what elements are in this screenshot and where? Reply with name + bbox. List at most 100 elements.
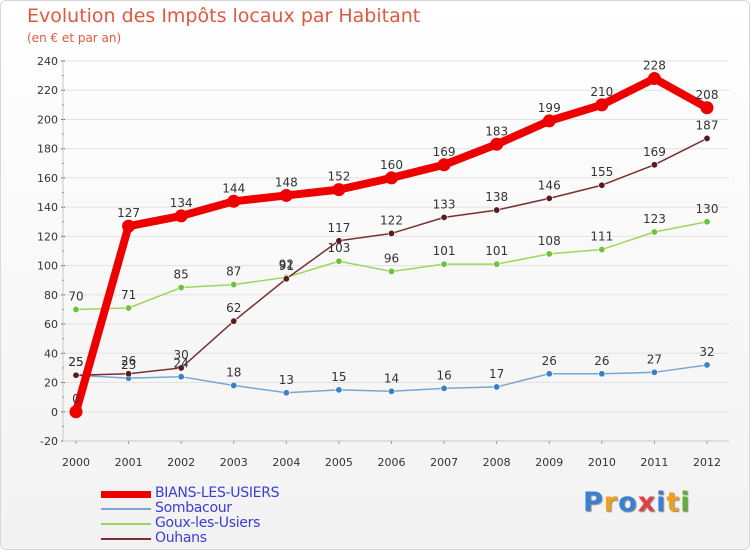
data-point	[440, 384, 448, 392]
data-label: 155	[590, 165, 613, 179]
data-label: 146	[538, 178, 561, 192]
legend-swatch	[101, 508, 151, 510]
data-label: 92	[279, 257, 294, 271]
data-label: 14	[384, 371, 399, 385]
data-point	[545, 370, 553, 378]
data-label: 108	[538, 234, 561, 248]
x-tick-label: 2000	[62, 456, 90, 469]
data-label: 152	[327, 170, 350, 184]
series-bians-les-usiers	[69, 72, 714, 419]
data-label: 13	[279, 373, 294, 387]
data-label: 16	[436, 368, 451, 382]
data-label: 169	[643, 145, 666, 159]
y-tick-label: 20	[44, 377, 58, 390]
y-tick-label: 80	[44, 289, 58, 302]
data-point	[493, 260, 501, 268]
data-label: 25	[68, 355, 83, 369]
y-tick-label: 160	[37, 172, 58, 185]
data-point	[598, 246, 606, 254]
data-point	[177, 364, 185, 372]
legend-swatch	[101, 491, 151, 498]
data-point	[542, 114, 556, 128]
x-tick-label: 2011	[640, 456, 668, 469]
data-point	[69, 405, 83, 419]
data-point	[282, 275, 290, 283]
series-sombacour	[72, 361, 711, 397]
x-tick-label: 2009	[535, 456, 563, 469]
data-label: 199	[538, 101, 561, 115]
data-point	[282, 389, 290, 397]
data-point	[335, 257, 343, 265]
y-tick-label: 200	[37, 113, 58, 126]
data-point	[700, 101, 714, 115]
x-tick-label: 2001	[115, 456, 143, 469]
legend-label: Ouhans	[155, 530, 207, 546]
data-point	[177, 284, 185, 292]
data-label: 138	[485, 190, 508, 204]
data-label: 208	[696, 88, 719, 102]
data-point	[125, 304, 133, 312]
legend-swatch	[101, 538, 151, 540]
data-label: 127	[117, 206, 140, 220]
y-tick-label: 120	[37, 230, 58, 243]
data-point	[387, 267, 395, 275]
data-point	[598, 181, 606, 189]
data-label: 26	[542, 354, 557, 368]
data-label: 210	[590, 85, 613, 99]
data-label: 169	[433, 145, 456, 159]
data-point	[387, 387, 395, 395]
data-point	[230, 281, 238, 289]
data-label: 62	[226, 301, 241, 315]
data-label: 70	[68, 289, 83, 303]
x-tick-label: 2012	[693, 456, 721, 469]
series-ouhans	[72, 134, 711, 379]
series-lines	[69, 72, 714, 419]
data-label: 148	[275, 175, 298, 189]
data-point	[703, 361, 711, 369]
data-label: 134	[170, 196, 193, 210]
data-label: 87	[226, 265, 241, 279]
data-labels: 25 23 24 18 13 15 14 16 17 26 26 27 32 70 71 85 87 92 103 9…	[68, 59, 718, 406]
chart-subtitle: (en € et par an)	[27, 31, 122, 45]
data-point	[703, 218, 711, 226]
data-label: 96	[384, 251, 399, 265]
data-point	[230, 317, 238, 325]
data-point	[650, 228, 658, 236]
data-label: 26	[121, 354, 136, 368]
data-label: 122	[380, 213, 403, 227]
data-point	[490, 137, 504, 151]
data-point	[227, 194, 241, 208]
y-tick-label: 0	[51, 406, 58, 419]
x-tick-label: 2008	[483, 456, 511, 469]
data-point	[595, 98, 609, 112]
data-label: 103	[327, 241, 350, 255]
data-point	[122, 219, 136, 233]
data-point	[545, 194, 553, 202]
y-tick-label: 220	[37, 84, 58, 97]
x-tick-label: 2010	[588, 456, 616, 469]
data-point	[385, 171, 398, 185]
data-point	[335, 386, 343, 394]
data-point	[230, 381, 238, 389]
y-tick-label: 140	[37, 201, 58, 214]
data-point	[545, 250, 553, 258]
x-tick-label: 2006	[378, 456, 406, 469]
y-tick-label: 240	[37, 55, 58, 68]
data-point	[703, 134, 711, 142]
data-label: 101	[485, 244, 508, 258]
data-label: 111	[590, 230, 613, 244]
data-label: 117	[327, 221, 350, 235]
data-label: 160	[380, 158, 403, 172]
data-label: 17	[489, 367, 504, 381]
data-point	[650, 368, 658, 376]
data-point	[335, 237, 343, 245]
data-point	[647, 72, 661, 86]
data-label: 71	[121, 288, 136, 302]
x-tick-label: 2002	[167, 456, 195, 469]
proxiti-logo: Proxiti	[583, 487, 691, 518]
data-point	[387, 229, 395, 237]
data-label: 123	[643, 212, 666, 226]
data-label: 18	[226, 365, 241, 379]
data-point	[177, 373, 185, 381]
